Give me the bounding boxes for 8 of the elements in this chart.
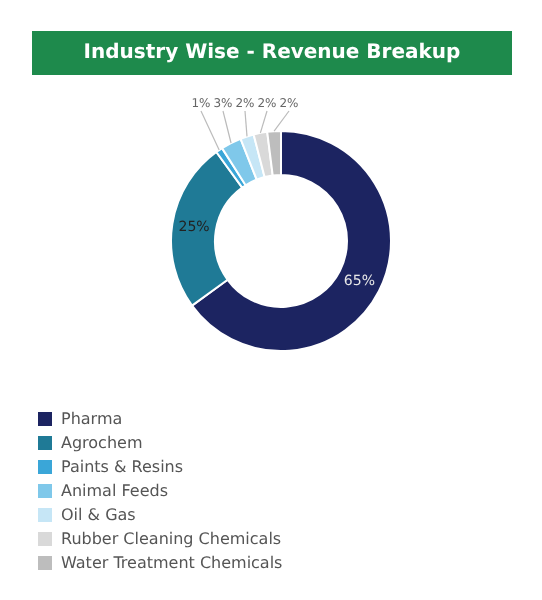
legend-label: Agrochem — [61, 434, 143, 452]
chart-title: Industry Wise - Revenue Breakup — [83, 42, 461, 64]
legend-label: Oil & Gas — [61, 506, 136, 524]
legend-label: Animal Feeds — [61, 482, 168, 500]
legend-label: Water Treatment Chemicals — [61, 554, 283, 572]
legend-label: Rubber Cleaning Chemicals — [61, 530, 282, 548]
legend-label: Pharma — [61, 410, 123, 428]
legend-label: Paints & Resins — [61, 458, 184, 476]
